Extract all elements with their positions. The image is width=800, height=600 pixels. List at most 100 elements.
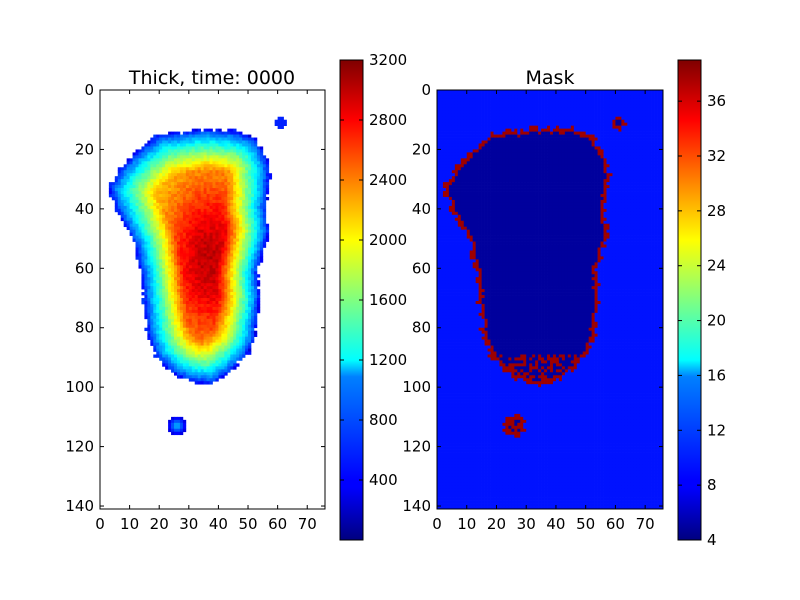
heatmap-cell <box>487 98 491 103</box>
heatmap-cell <box>253 303 258 308</box>
heatmap-cell <box>651 131 655 135</box>
heatmap-cell <box>508 101 512 106</box>
heatmap-cell <box>280 119 284 124</box>
heatmap-cell <box>215 271 219 275</box>
heatmap-cell <box>176 298 181 302</box>
heatmap-cell <box>523 101 527 106</box>
heatmap-cell <box>573 143 578 147</box>
heatmap-cell <box>188 170 193 174</box>
heatmap-cell <box>185 155 190 159</box>
heatmap-cell <box>555 92 560 97</box>
heatmap-cell <box>156 354 160 358</box>
heatmap-cell <box>179 134 184 138</box>
heatmap-cell <box>472 143 476 147</box>
heatmap-cell <box>558 104 563 109</box>
heatmap-cell <box>150 321 154 326</box>
heatmap-cell <box>144 247 148 251</box>
heatmap-cell <box>475 101 479 106</box>
heatmap-cell <box>253 262 258 266</box>
heatmap-cell <box>248 140 252 144</box>
heatmap-cell <box>203 306 207 311</box>
heatmap-cell <box>250 265 255 269</box>
heatmap-cell <box>215 158 219 162</box>
heatmap-cell <box>176 161 181 165</box>
heatmap-cell <box>212 274 216 278</box>
heatmap-cell <box>200 277 204 281</box>
heatmap-cell <box>442 113 447 118</box>
heatmap-cell <box>597 90 601 94</box>
heatmap-cell <box>591 131 595 135</box>
heatmap-cell <box>236 134 240 138</box>
heatmap-cell <box>159 152 163 156</box>
heatmap-cell <box>153 289 157 293</box>
heatmap-cell <box>253 223 258 228</box>
heatmap-cell <box>250 149 255 153</box>
heatmap-cell <box>508 137 512 141</box>
heatmap-cell <box>487 113 491 118</box>
heatmap-cell <box>481 122 485 127</box>
heatmap-cell <box>197 318 202 323</box>
heatmap-cell <box>236 205 240 210</box>
heatmap-cell <box>194 381 199 385</box>
heatmap-cell <box>218 250 222 254</box>
heatmap-cell <box>221 194 225 198</box>
heatmap-cell <box>256 309 261 314</box>
heatmap-cell <box>135 202 139 207</box>
heatmap-cell <box>493 92 497 97</box>
heatmap-cell <box>179 155 184 159</box>
heatmap-cell <box>454 90 459 94</box>
heatmap-cell <box>239 155 243 159</box>
heatmap-cell <box>162 318 166 323</box>
heatmap-cell <box>597 104 601 109</box>
heatmap-cell <box>168 303 172 308</box>
heatmap-cell <box>221 208 225 213</box>
heatmap-cell <box>147 277 151 281</box>
heatmap-cell <box>144 161 148 165</box>
heatmap-cell <box>191 300 196 305</box>
heatmap-cell <box>212 208 216 213</box>
heatmap-cell <box>129 196 133 201</box>
heatmap-cell <box>159 321 163 326</box>
heatmap-cell <box>248 170 252 174</box>
heatmap-cell <box>197 363 202 367</box>
heatmap-cell <box>159 223 163 228</box>
heatmap-cell <box>245 262 249 266</box>
heatmap-cell <box>245 327 249 332</box>
heatmap-cell <box>182 146 187 150</box>
heatmap-cell <box>221 173 225 177</box>
heatmap-cell <box>197 360 202 364</box>
heatmap-cell <box>475 134 479 138</box>
heatmap-cell <box>466 137 471 141</box>
heatmap-cell <box>457 113 462 118</box>
heatmap-cell <box>185 292 190 296</box>
heatmap-cell <box>538 116 542 121</box>
heatmap-cell <box>188 214 193 219</box>
heatmap-cell <box>159 155 163 159</box>
heatmap-cell <box>460 125 465 129</box>
heatmap-cell <box>138 149 142 153</box>
heatmap-cell <box>523 98 527 103</box>
heatmap-cell <box>191 179 196 183</box>
heatmap-cell <box>165 205 169 210</box>
heatmap-cell <box>535 101 539 106</box>
heatmap-cell <box>156 351 160 355</box>
heatmap-cell <box>532 140 536 144</box>
heatmap-cell <box>191 357 196 361</box>
heatmap-cell <box>197 164 202 168</box>
heatmap-cell <box>262 199 267 204</box>
heatmap-cell <box>159 339 163 343</box>
heatmap-cell <box>212 333 216 337</box>
heatmap-cell <box>224 226 228 231</box>
heatmap-cell <box>454 116 459 121</box>
heatmap-cell <box>203 131 207 135</box>
heatmap-cell <box>144 232 148 236</box>
heatmap-cell <box>156 277 160 281</box>
heatmap-cell <box>657 113 661 118</box>
heatmap-cell <box>153 348 157 352</box>
heatmap-cell <box>570 137 575 141</box>
heatmap-cell <box>236 298 240 302</box>
heatmap-cell <box>132 211 136 216</box>
heatmap-cell <box>248 262 252 266</box>
heatmap-cell <box>259 164 264 168</box>
heatmap-cell <box>239 280 243 284</box>
